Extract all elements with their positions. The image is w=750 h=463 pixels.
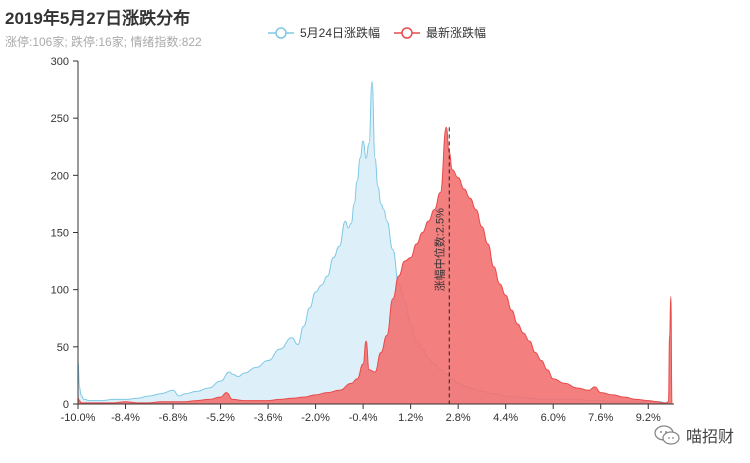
x-tick-label-10: 6.0% — [541, 412, 566, 424]
x-tick-label-9: 4.4% — [493, 412, 518, 424]
chart-title: 2019年5月27日涨跌分布 — [5, 9, 191, 28]
legend-label-latest: 最新涨跌幅 — [426, 26, 487, 40]
x-tick-label-12: 9.2% — [636, 412, 661, 424]
x-tick-label-8: 2.8% — [446, 412, 471, 424]
x-tick-label-2: -6.8% — [159, 412, 188, 424]
x-tick-label-7: 1.2% — [398, 412, 423, 424]
y-tick-label-2: 100 — [51, 285, 69, 297]
series-line-1 — [77, 126, 673, 405]
legend-item-prev[interactable]: 5月24日涨跌幅 — [268, 24, 380, 41]
watermark: 喵招财 — [654, 423, 734, 447]
y-tick-label-4: 200 — [51, 170, 69, 182]
y-tick-label-3: 150 — [51, 228, 69, 240]
legend-item-latest[interactable]: 最新涨跌幅 — [394, 24, 486, 41]
median-label: 涨幅中位数:2.5% — [432, 208, 446, 291]
y-tick-label-1: 50 — [57, 342, 69, 354]
x-tick-label-0: -10.0% — [61, 412, 96, 424]
chart-subtitle: 涨停:106家; 跌停:16家; 情绪指数:822 — [5, 35, 202, 49]
x-tick-label-4: -3.6% — [254, 412, 283, 424]
y-tick-label-6: 300 — [51, 56, 69, 68]
y-tick-label-0: 0 — [63, 399, 69, 411]
legend-marker-prev-icon — [268, 26, 294, 39]
x-tick-label-5: -2.0% — [301, 412, 330, 424]
x-tick-label-3: -5.2% — [206, 412, 235, 424]
watermark-text: 喵招财 — [685, 429, 734, 446]
x-tick-label-11: 7.6% — [588, 412, 613, 424]
x-tick-label-1: -8.4% — [111, 412, 140, 424]
chart-legend: 5月24日涨跌幅 最新涨跌幅 — [268, 24, 500, 41]
series-area-1 — [78, 127, 672, 405]
wechat-icon — [654, 425, 680, 445]
series-area-0 — [78, 81, 672, 404]
y-tick-label-5: 250 — [51, 113, 69, 125]
legend-label-prev: 5月24日涨跌幅 — [300, 26, 381, 40]
x-tick-label-6: -0.4% — [349, 412, 378, 424]
legend-marker-latest-icon — [394, 26, 421, 39]
